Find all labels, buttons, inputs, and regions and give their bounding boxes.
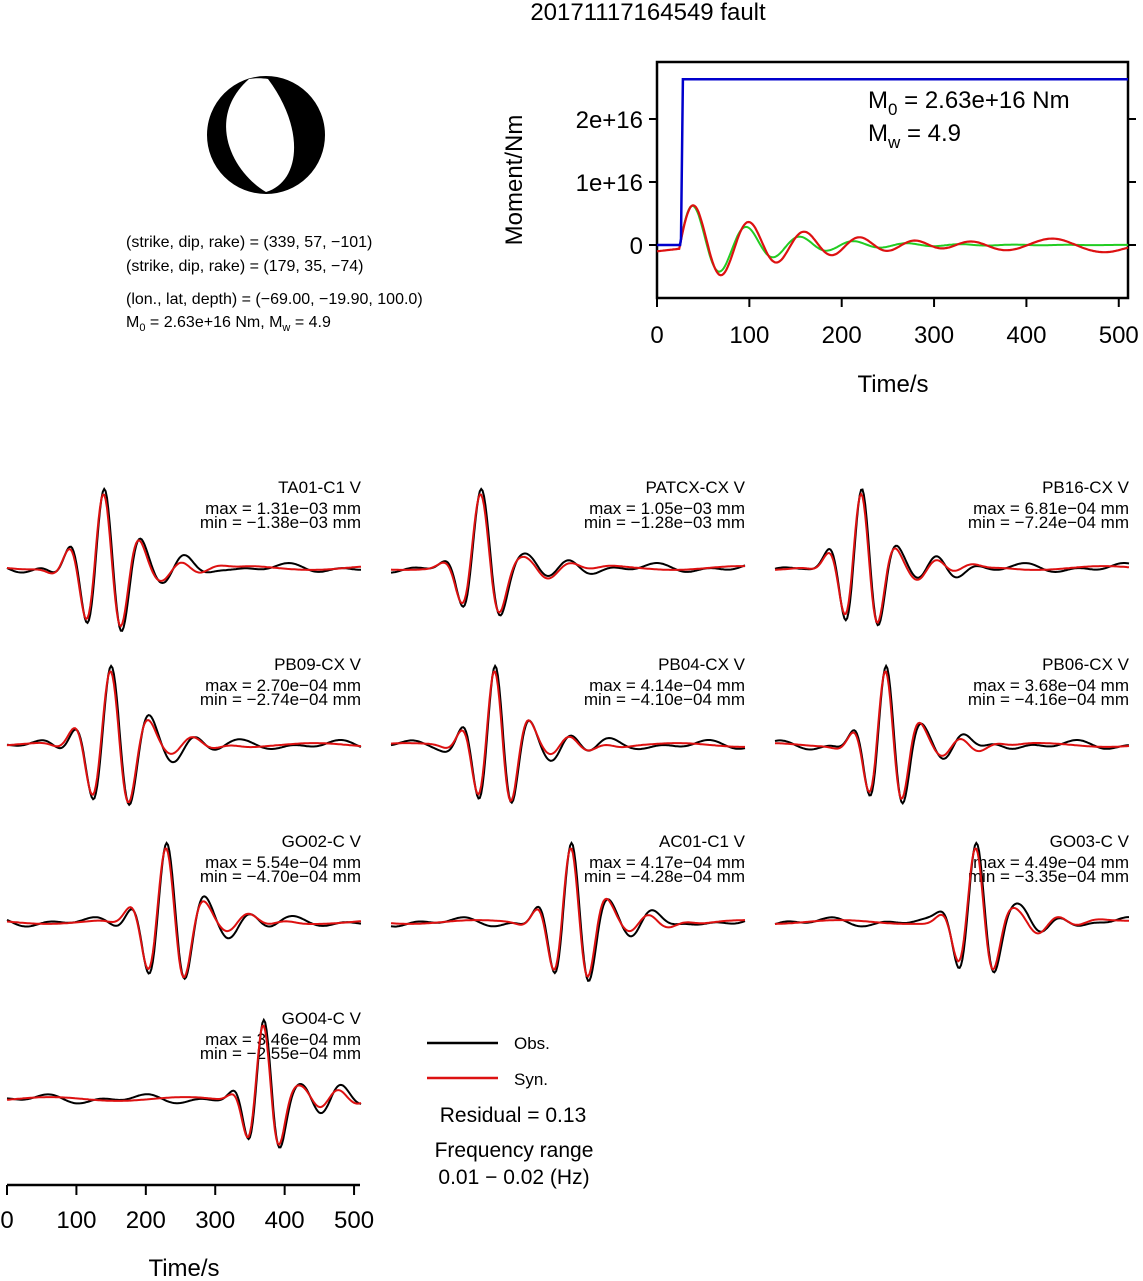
bottom-xlabel: Time/s xyxy=(148,1255,219,1281)
bottom-xtick-label: 400 xyxy=(265,1207,305,1234)
frequency-range: 0.01 − 0.02 (Hz) xyxy=(438,1166,589,1189)
station-name: GO04-C V xyxy=(282,1009,362,1028)
syn-trace xyxy=(6,493,362,628)
syn-trace xyxy=(6,1024,362,1147)
station-min: min = −4.10e−04 mm xyxy=(584,690,745,709)
obs-trace xyxy=(6,1017,362,1149)
station-min: min = −4.16e−04 mm xyxy=(968,690,1129,709)
bottom-xtick-label: 200 xyxy=(126,1207,166,1234)
stf-series xyxy=(656,78,1129,277)
station-max: max = 1.31e−03 mm xyxy=(205,499,361,518)
bottom-xtick-label: 100 xyxy=(56,1207,96,1234)
location-text: (lon., lat, depth) = (−69.00, −19.90, 10… xyxy=(126,291,423,308)
stf-red-series xyxy=(656,204,1129,277)
syn-trace xyxy=(775,670,1130,801)
stf-chart: 2e+16 1e+16 0 0 100 200 300 400 500 Moment/Nm T… xyxy=(501,60,1139,398)
stf-ytick-label: 2e+16 xyxy=(576,107,643,134)
syn-trace xyxy=(6,670,362,803)
stf-xtick-label: 0 xyxy=(650,322,663,349)
station-name: PATCX-CX V xyxy=(646,478,746,497)
obs-trace xyxy=(390,487,746,617)
legend-obs-label: Obs. xyxy=(514,1034,550,1053)
stf-xtick-label: 100 xyxy=(729,322,769,349)
stf-xtick-label: 500 xyxy=(1099,322,1139,349)
obs-trace xyxy=(774,488,1130,627)
station-max: max = 4.14e−04 mm xyxy=(589,676,745,695)
obs-trace xyxy=(774,663,1130,805)
plane-2-text: (strike, dip, rake) = (179, 35, −74) xyxy=(126,258,363,275)
syn-trace xyxy=(390,670,745,803)
bottom-xtick-label: 500 xyxy=(334,1207,374,1234)
station-name: GO02-C V xyxy=(282,832,362,851)
syn-trace xyxy=(390,847,745,978)
station-min: min = −3.35e−04 mm xyxy=(968,867,1129,886)
station-max: max = 2.70e−04 mm xyxy=(205,676,361,695)
station-name: AC01-C1 V xyxy=(659,832,746,851)
obs-trace xyxy=(6,664,362,807)
station-max: max = 4.17e−04 mm xyxy=(589,853,745,872)
station-min: min = −4.70e−04 mm xyxy=(200,867,361,886)
station-name: TA01-C1 V xyxy=(278,478,361,497)
stf-y-axis: 2e+16 1e+16 0 xyxy=(576,107,1136,260)
stf-xtick-label: 200 xyxy=(822,322,862,349)
station-name: PB04-CX V xyxy=(658,655,746,674)
station-min: min = −4.28e−04 mm xyxy=(584,867,745,886)
station-max: max = 5.54e−04 mm xyxy=(205,853,361,872)
stf-m0-annotation: M0 = 2.63e+16 Nm xyxy=(868,87,1070,119)
station-max: max = 4.49e−04 mm xyxy=(973,853,1129,872)
stf-xlabel: Time/s xyxy=(857,371,928,398)
stf-moment-series xyxy=(657,78,1128,247)
stf-ylabel: Moment/Nm xyxy=(501,115,528,246)
syn-trace xyxy=(6,847,362,979)
station-min: min = −1.28e−03 mm xyxy=(584,513,745,532)
legend-syn-label: Syn. xyxy=(514,1070,548,1089)
station-name: PB06-CX V xyxy=(1042,655,1130,674)
station-min: min = −1.38e−03 mm xyxy=(200,513,361,532)
magnitude-text: M0 = 2.63e+16 Nm, Mw = 4.9 xyxy=(126,314,331,334)
station-max: max = 3.68e−04 mm xyxy=(973,676,1129,695)
station-max: max = 3.46e−04 mm xyxy=(205,1030,361,1049)
stf-green-series xyxy=(657,204,1128,273)
stf-x-axis: 0 100 200 300 400 500 xyxy=(650,298,1139,349)
legend: Obs. Syn. Residual = 0.13 Frequency rang… xyxy=(427,1034,593,1189)
residual-text: Residual = 0.13 xyxy=(440,1104,587,1127)
station-max: max = 1.05e−03 mm xyxy=(589,499,745,518)
station-name: GO03-C V xyxy=(1050,832,1130,851)
stf-xtick-label: 400 xyxy=(1006,322,1046,349)
stf-frame xyxy=(655,60,1130,300)
stf-mw-annotation: Mw = 4.9 xyxy=(868,120,961,152)
syn-trace xyxy=(390,493,745,614)
stf-xtick-label: 300 xyxy=(914,322,954,349)
station-min: min = −7.24e−04 mm xyxy=(968,513,1129,532)
station-name: PB09-CX V xyxy=(274,655,362,674)
station-min: min = −2.74e−04 mm xyxy=(200,690,361,709)
frequency-title: Frequency range xyxy=(435,1139,594,1162)
figure-title: 20171117164549 fault xyxy=(530,0,766,26)
plane-1-text: (strike, dip, rake) = (339, 57, −101) xyxy=(126,234,372,251)
station-name: PB16-CX V xyxy=(1042,478,1130,497)
stf-ytick-label: 1e+16 xyxy=(576,170,643,197)
syn-trace xyxy=(775,847,1129,971)
bottom-time-axis: 0 100 200 300 400 500 Time/s xyxy=(0,1183,374,1281)
beachball-icon xyxy=(207,76,325,194)
bottom-xtick-label: 300 xyxy=(195,1207,235,1234)
bottom-xtick-label: 0 xyxy=(0,1207,13,1234)
station-min: min = −2.55e−04 mm xyxy=(200,1044,361,1063)
syn-trace xyxy=(775,492,1130,625)
stf-ytick-label: 0 xyxy=(630,233,643,260)
station-max: max = 6.81e−04 mm xyxy=(973,499,1129,518)
